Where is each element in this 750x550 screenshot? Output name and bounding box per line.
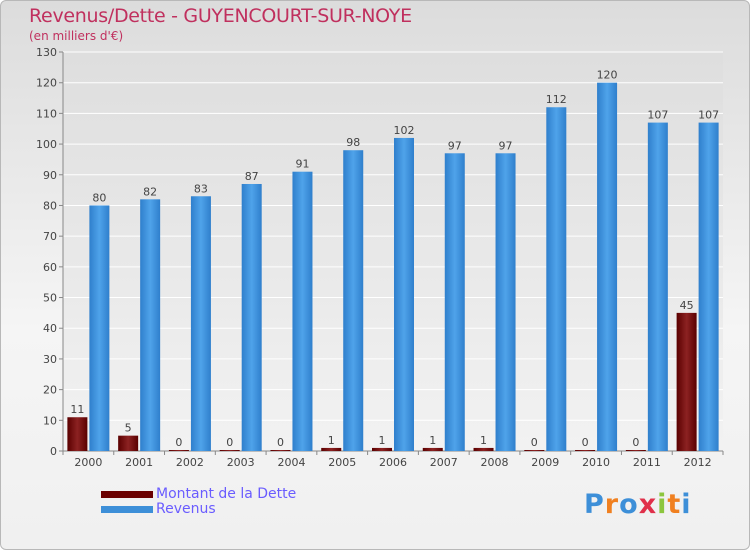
y-tick-label: 70	[43, 230, 57, 243]
revenus-bar	[495, 153, 516, 452]
dette-bar	[676, 312, 697, 451]
logo-letter: x	[638, 489, 658, 520]
revenus-bar	[647, 122, 668, 451]
revenus-bar-value-label: 107	[647, 109, 668, 122]
y-tick-label: 20	[43, 384, 57, 397]
dette-bar	[270, 450, 291, 451]
revenus-bar	[292, 171, 313, 451]
revenus-bar-value-label: 97	[448, 139, 462, 152]
revenus-bar	[444, 153, 465, 452]
dette-bar-value-label: 1	[480, 434, 487, 447]
dette-bar-value-label: 11	[70, 403, 84, 416]
x-tick-label: 2002	[176, 456, 204, 469]
y-tick-label: 120	[36, 77, 57, 90]
x-tick-label: 2000	[74, 456, 102, 469]
y-tick-label: 100	[36, 138, 57, 151]
dette-bar	[625, 450, 646, 451]
logo-letter: o	[619, 489, 639, 520]
dette-bar-value-label: 1	[328, 434, 335, 447]
x-tick-label: 2011	[633, 456, 661, 469]
x-tick-label: 2003	[227, 456, 255, 469]
plot-area	[63, 52, 723, 451]
dette-bar	[524, 450, 545, 451]
revenus-bar-value-label: 87	[245, 170, 259, 183]
dette-bar	[372, 447, 392, 451]
x-tick-label: 2001	[125, 456, 153, 469]
x-tick-label: 2004	[277, 456, 305, 469]
x-tick-label: 2012	[684, 456, 712, 469]
revenus-bar	[698, 122, 719, 451]
revenus-bar	[140, 199, 161, 451]
revenus-bar-value-label: 120	[597, 69, 618, 82]
legend-label-dette: Montant de la Dette	[156, 486, 297, 502]
revenus-bar	[343, 150, 364, 451]
y-tick-label: 50	[43, 292, 57, 305]
x-tick-label: 2008	[481, 456, 509, 469]
y-tick-label: 90	[43, 169, 57, 182]
x-tick-label: 2005	[328, 456, 356, 469]
logo-letter: r	[604, 489, 620, 520]
revenus-bar	[190, 196, 211, 451]
revenus-bar	[394, 137, 414, 451]
dette-bar	[473, 447, 494, 451]
dette-bar-value-label: 5	[125, 422, 132, 435]
dette-bar-value-label: 1	[429, 434, 436, 447]
revenus-bar-value-label: 83	[194, 182, 208, 195]
y-tick-label: 30	[43, 353, 57, 366]
dette-bar	[422, 447, 443, 451]
revenus-bar-value-label: 80	[92, 191, 106, 204]
dette-bar	[168, 450, 189, 451]
revenus-bar	[89, 205, 110, 451]
revenus-bar-value-label: 91	[295, 158, 309, 171]
x-tick-label: 2007	[430, 456, 458, 469]
x-tick-label: 2010	[582, 456, 610, 469]
logo-letter: i	[657, 489, 668, 520]
x-tick-label: 2009	[531, 456, 559, 469]
dette-bar-value-label: 0	[632, 436, 639, 449]
revenus-bar	[241, 183, 262, 451]
chart-subtitle: (en milliers d'€)	[29, 29, 124, 43]
dette-bar	[321, 447, 342, 451]
y-tick-label: 10	[43, 414, 57, 427]
logo-letter: P	[584, 489, 605, 520]
logo-letter: t	[667, 489, 682, 520]
y-tick-label: 80	[43, 199, 57, 212]
revenus-bar-value-label: 107	[698, 109, 719, 122]
revenus-bar-value-label: 82	[143, 185, 157, 198]
revenus-bar	[546, 107, 567, 451]
dette-bar-value-label: 0	[277, 436, 284, 449]
dette-bar-value-label: 0	[582, 436, 589, 449]
legend-swatch-dette	[101, 491, 153, 498]
dette-bar-value-label: 0	[175, 436, 182, 449]
legend-label-revenus: Revenus	[156, 501, 216, 517]
y-tick-label: 40	[43, 322, 57, 335]
revenus-bar	[597, 82, 618, 451]
chart-title: Revenus/Dette - GUYENCOURT-SUR-NOYE	[29, 5, 412, 27]
dette-bar-value-label: 0	[226, 436, 233, 449]
y-tick-label: 60	[43, 261, 57, 274]
x-tick-label: 2006	[379, 456, 407, 469]
y-tick-label: 130	[36, 46, 57, 59]
revenus-bar-value-label: 98	[346, 136, 360, 149]
proxiti-logo: Proxiti	[584, 489, 692, 520]
dette-bar-value-label: 45	[680, 299, 694, 312]
revenus-bar-value-label: 97	[499, 139, 513, 152]
dette-bar	[67, 417, 88, 451]
dette-bar	[118, 435, 139, 451]
revenus-bar-value-label: 102	[394, 124, 415, 137]
dette-bar	[219, 450, 240, 451]
dette-bar	[575, 450, 596, 451]
y-tick-label: 0	[50, 445, 57, 458]
revenus-bar-value-label: 112	[546, 93, 567, 106]
logo-letter: i	[681, 489, 692, 520]
y-tick-label: 110	[36, 107, 57, 120]
dette-bar-value-label: 0	[531, 436, 538, 449]
legend-swatch-revenus	[101, 506, 153, 513]
dette-bar-value-label: 1	[379, 434, 386, 447]
